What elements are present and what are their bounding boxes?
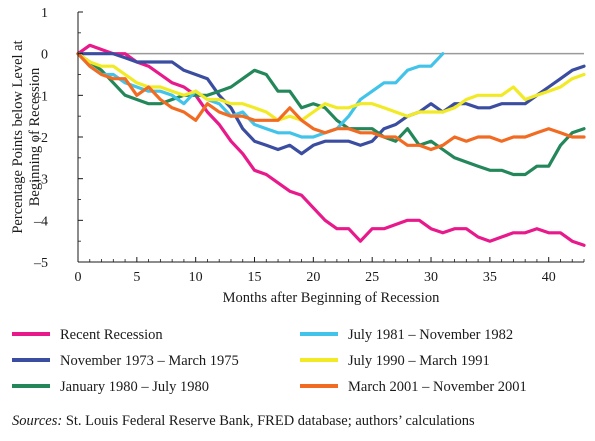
legend-label-1: Recent Recession	[60, 327, 163, 343]
series-line-2	[76, 52, 586, 156]
sources-note: Sources: St. Louis Federal Reserve Bank,…	[12, 413, 475, 430]
y-axis-title-line-1: Percentage Points below Level at	[10, 40, 26, 233]
x-tick-label: 30	[424, 270, 438, 285]
y-tick-label: –4	[33, 214, 48, 229]
legend-label-6: March 2001 – November 2001	[348, 379, 527, 395]
y-axis-title-line-2: Beginning of Recession	[27, 67, 43, 206]
y-tick-label: –5	[33, 256, 48, 271]
x-tick-label: 20	[306, 270, 320, 285]
x-tick-label: 5	[133, 270, 140, 285]
sources-text: St. Louis Federal Reserve Bank, FRED dat…	[62, 413, 475, 429]
series-line-6	[76, 52, 586, 152]
axes	[77, 11, 585, 263]
x-tick-label: 35	[483, 270, 497, 285]
sources-label: Sources:	[12, 413, 63, 429]
x-tick-label: 10	[189, 270, 203, 285]
series-line-5	[76, 52, 586, 122]
legend-label-3: January 1980 – July 1980	[60, 379, 209, 395]
legend: Recent Recession November 1973 – March 19…	[12, 327, 527, 395]
x-axis-title: Months after Beginning of Recession	[223, 290, 440, 306]
legend-label-4: July 1981 – November 1982	[348, 327, 513, 343]
y-tick-label: –1	[33, 89, 48, 104]
series-line-4	[76, 52, 445, 139]
y-tick-label: –2	[33, 131, 48, 146]
y-axis-title: Percentage Points below Level at Beginnin…	[10, 40, 43, 233]
x-tick-label: 15	[248, 270, 262, 285]
legend-label-5: July 1990 – March 1991	[348, 353, 490, 369]
y-tick-label: –3	[33, 173, 48, 188]
x-tick-label: 0	[75, 270, 82, 285]
series-line-1	[76, 43, 586, 247]
y-tick-label: 0	[41, 48, 48, 63]
legend-label-2: November 1973 – March 1975	[60, 353, 239, 369]
series-line-3	[76, 52, 586, 177]
x-tick-label: 40	[542, 270, 556, 285]
series-lines	[76, 43, 586, 247]
x-tick-label: 25	[365, 270, 379, 285]
y-tick-label: 1	[41, 6, 48, 21]
